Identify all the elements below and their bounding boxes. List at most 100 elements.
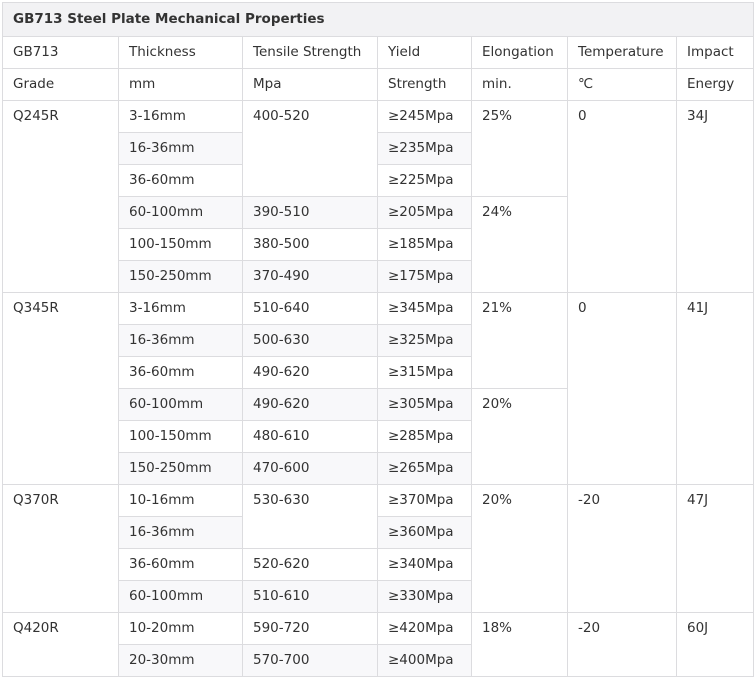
- header-row: Grade mm Mpa Strength min. ℃ Energy: [2, 68, 755, 101]
- data-cell: 500-630: [242, 324, 378, 357]
- data-cell: 10-20mm: [118, 612, 243, 645]
- header-row: GB713 Thickness Tensile Strength Yield Elong…: [2, 36, 755, 69]
- data-row: 100-150mm 380-500 ≥185Mpa: [3, 228, 754, 261]
- data-cell: 3-16mm: [118, 100, 243, 133]
- data-cell: 590-720: [242, 612, 378, 645]
- data-cell: 400-520: [242, 100, 378, 197]
- data-cell: 3-16mm: [118, 292, 243, 325]
- data-cell: 510-610: [242, 580, 378, 613]
- data-cell: Q245R: [2, 100, 119, 293]
- data-cell: ≥225Mpa: [377, 164, 472, 197]
- data-cell: ≥265Mpa: [377, 452, 472, 485]
- header-cell: Mpa: [242, 68, 378, 101]
- data-row: Q345R 3-16mm 510-640 ≥345Mpa 21% 0 41J: [2, 292, 755, 485]
- data-cell: 16-36mm: [118, 324, 243, 357]
- header-cell: Impact: [675, 36, 755, 69]
- data-cell: 60-100mm: [118, 388, 243, 421]
- header-cell: Energy: [675, 68, 755, 101]
- data-row: 16-36mm 500-630 ≥325Mpa: [3, 324, 754, 357]
- header-cell: Strength: [377, 68, 472, 101]
- header-cell: Yield: [377, 36, 472, 69]
- data-cell: 36-60mm: [118, 548, 243, 581]
- data-cell: ≥315Mpa: [377, 356, 472, 389]
- data-row: 16-36mm ≥360Mpa: [3, 516, 754, 549]
- data-row: 100-150mm 480-610 ≥285Mpa: [3, 420, 754, 453]
- data-cell: Q370R: [2, 484, 119, 613]
- data-cell: 60J: [675, 612, 755, 677]
- data-cell: 470-600: [242, 452, 378, 485]
- data-cell: ≥340Mpa: [377, 548, 472, 581]
- header-cell: min.: [471, 68, 568, 101]
- data-cell: ≥285Mpa: [377, 420, 472, 453]
- data-cell: 0: [567, 100, 677, 293]
- data-cell: 60-100mm: [118, 196, 243, 229]
- data-cell: -20: [567, 484, 677, 613]
- data-cell: 380-500: [242, 228, 378, 261]
- table-title: GB713 Steel Plate Mechanical Properties: [1, 2, 755, 37]
- data-cell: 510-640: [242, 292, 378, 325]
- data-cell: 570-700: [242, 644, 378, 677]
- data-cell: 36-60mm: [118, 356, 243, 389]
- data-cell: ≥205Mpa: [377, 196, 472, 229]
- data-row: 60-100mm 490-620 ≥305Mpa 20%: [3, 388, 754, 485]
- data-cell: 20%: [471, 484, 568, 613]
- data-cell: ≥400Mpa: [377, 644, 472, 677]
- data-cell: Q420R: [2, 612, 119, 677]
- data-cell: 100-150mm: [118, 420, 243, 453]
- data-cell: 34J: [675, 100, 755, 293]
- data-row: Q420R 10-20mm 590-720 ≥420Mpa 18% -20 60J: [2, 612, 755, 677]
- header-cell: mm: [118, 68, 243, 101]
- data-cell: 490-620: [242, 356, 378, 389]
- data-row: Q370R 10-16mm 530-630 ≥370Mpa 20% -20 47J: [2, 484, 755, 613]
- data-cell: ≥185Mpa: [377, 228, 472, 261]
- data-cell: ≥345Mpa: [377, 292, 472, 325]
- data-cell: 41J: [675, 292, 755, 485]
- data-cell: 490-620: [242, 388, 378, 421]
- data-cell: 480-610: [242, 420, 378, 453]
- data-cell: ≥420Mpa: [377, 612, 472, 645]
- data-row: 36-60mm 520-620 ≥340Mpa: [3, 548, 754, 581]
- data-cell: ≥245Mpa: [377, 100, 472, 133]
- data-cell: 18%: [471, 612, 568, 677]
- data-cell: 47J: [675, 484, 755, 613]
- data-cell: Q345R: [2, 292, 119, 485]
- data-cell: ≥175Mpa: [377, 260, 472, 293]
- data-cell: -20: [567, 612, 677, 677]
- data-cell: ≥325Mpa: [377, 324, 472, 357]
- header-cell: Elongation: [471, 36, 568, 69]
- data-cell: 36-60mm: [118, 164, 243, 197]
- data-cell: ≥370Mpa: [377, 484, 472, 517]
- data-row: 60-100mm 390-510 ≥205Mpa 24%: [3, 196, 754, 293]
- data-cell: ≥235Mpa: [377, 132, 472, 165]
- data-cell: 100-150mm: [118, 228, 243, 261]
- data-cell: 520-620: [242, 548, 378, 581]
- data-cell: 21%: [471, 292, 568, 389]
- data-cell: 20%: [471, 388, 568, 485]
- title-row: GB713 Steel Plate Mechanical Properties: [1, 2, 755, 37]
- data-cell: ≥305Mpa: [377, 388, 472, 421]
- data-cell: 60-100mm: [118, 580, 243, 613]
- header-cell: GB713: [2, 36, 119, 69]
- data-cell: 370-490: [242, 260, 378, 293]
- header-cell: Temperature: [567, 36, 677, 69]
- header-cell: Tensile Strength: [242, 36, 378, 69]
- data-row: 16-36mm ≥235Mpa: [3, 132, 754, 165]
- data-cell: 0: [567, 292, 677, 485]
- data-cell: 150-250mm: [118, 260, 243, 293]
- data-row: 36-60mm ≥225Mpa: [3, 164, 754, 197]
- header-cell: Grade: [2, 68, 119, 101]
- data-row: 150-250mm 370-490 ≥175Mpa: [3, 260, 754, 293]
- data-cell: 25%: [471, 100, 568, 197]
- data-cell: 390-510: [242, 196, 378, 229]
- data-cell: 16-36mm: [118, 516, 243, 549]
- data-cell: ≥360Mpa: [377, 516, 472, 549]
- header-cell: Thickness: [118, 36, 243, 69]
- data-row: Q245R 3-16mm 400-520 ≥245Mpa 25% 0 34J: [2, 100, 755, 293]
- data-cell: 150-250mm: [118, 452, 243, 485]
- data-cell: 24%: [471, 196, 568, 293]
- header-cell: ℃: [567, 68, 677, 101]
- data-cell: 20-30mm: [118, 644, 243, 677]
- data-row: 20-30mm 570-700 ≥400Mpa: [3, 644, 754, 677]
